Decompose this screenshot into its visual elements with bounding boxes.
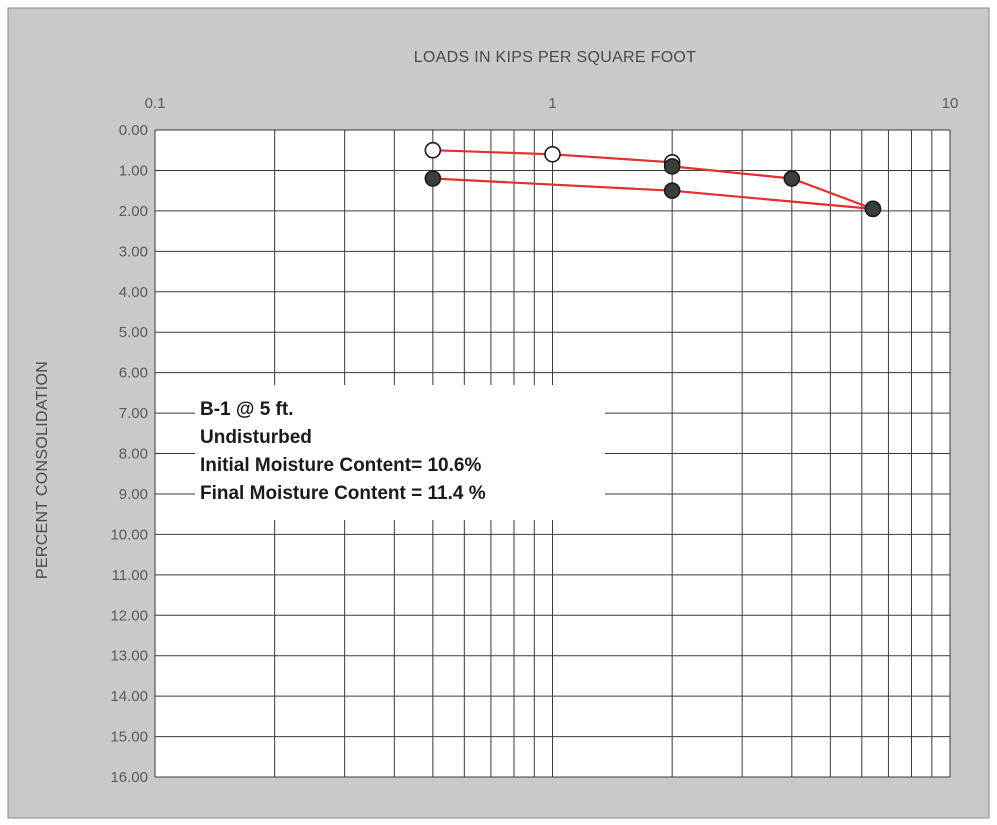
data-point-open [424,141,442,159]
annotation-line: B-1 @ 5 ft. [200,399,293,420]
y-tick-label: 7.00 [119,405,148,422]
y-tick-label: 15.00 [110,729,148,746]
y-tick-label: 2.00 [119,203,148,220]
y-tick-label: 8.00 [119,446,148,463]
annotation-text: B-1 @ 5 ft. Undisturbed Initial Moisture C… [200,399,486,504]
x-tick-label: 10 [942,95,959,112]
y-tick-label: 0.00 [119,122,148,139]
annotation-line: Undisturbed [200,427,312,448]
y-tick-label: 14.00 [110,688,148,705]
annotation-line: Initial Moisture Content= 10.6% [200,455,481,476]
y-tick-label: 11.00 [112,567,148,584]
data-points [424,141,882,218]
y-axis-title: PERCENT CONSOLIDATION [34,361,51,579]
x-axis-title: LOADS IN KIPS PER SQUARE FOOT [414,49,697,66]
y-tick-label: 4.00 [119,284,148,301]
data-point-open [544,145,561,163]
data-point-filled [424,170,442,187]
y-tick-label: 5.00 [119,324,148,341]
y-tick-label: 1.00 [119,162,148,179]
x-tick-labels: 0.1 1 10 [145,95,959,112]
data-point-filled [663,182,681,199]
y-tick-label: 16.00 [110,769,148,786]
y-tick-label: 13.00 [110,648,148,665]
x-tick-label: 1 [548,95,556,112]
y-tick-label: 6.00 [119,365,148,382]
y-tick-label: 3.00 [119,243,148,260]
data-point-filled [783,170,801,187]
y-tick-label: 10.00 [110,526,148,543]
annotation-line: Final Moisture Content = 11.4 % [200,483,486,504]
x-tick-label: 0.1 [145,95,166,112]
y-tick-label: 9.00 [119,486,148,503]
annotation-box [195,385,605,520]
y-tick-labels: 0.00 1.00 2.00 3.00 4.00 5.00 6.00 7.00 8.00 9.00… [110,122,148,786]
data-point-filled [864,200,882,218]
y-tick-label: 12.00 [110,607,148,624]
data-point-filled [663,158,681,175]
